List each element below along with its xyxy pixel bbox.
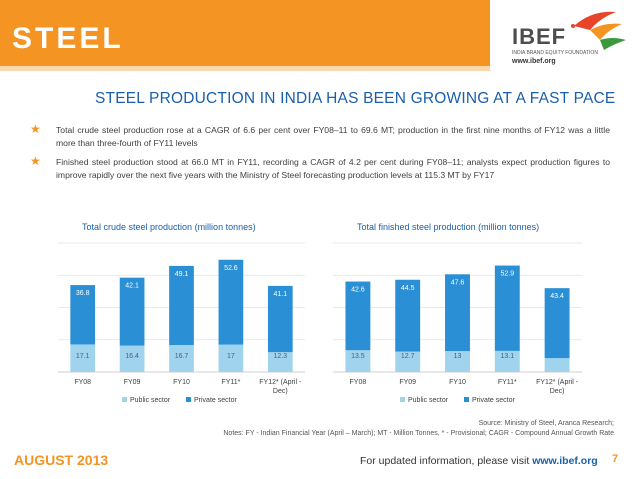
logo-text: IBEF — [512, 24, 567, 49]
x-tick-label: FY12* (April - — [259, 379, 302, 386]
legend-swatch — [122, 397, 127, 402]
x-tick-label: FY12* (April - — [536, 379, 579, 386]
data-label: 52.9 — [500, 271, 514, 278]
bar-private — [119, 277, 145, 346]
data-label: 43.4 — [550, 293, 564, 300]
x-tick-label: FY10 — [173, 379, 190, 386]
data-label: 52.6 — [224, 265, 238, 272]
data-label: 13.1 — [500, 353, 514, 360]
star-bullet-icon: ★ — [30, 154, 41, 168]
definitions-note: Notes: FY - Indian Financial Year (April… — [223, 430, 614, 437]
bar-public — [169, 345, 194, 372]
bar-private — [494, 265, 520, 351]
bar-public — [70, 344, 96, 372]
bar-public — [267, 352, 293, 372]
source-note: Source: Ministry of Steel, Aranca Resear… — [478, 420, 614, 427]
legend-swatch — [186, 397, 191, 402]
bar-private — [267, 285, 293, 353]
data-label: 36.8 — [76, 290, 90, 297]
legend-entry: Private sector — [194, 397, 237, 404]
x-tick-label: FY08 — [74, 379, 91, 386]
footer-date: AUGUST 2013 — [14, 452, 109, 468]
data-label: 42.6 — [351, 287, 365, 294]
x-tick-label: FY11* — [498, 379, 517, 386]
data-label: 16.7 — [175, 353, 189, 360]
bar-public — [494, 350, 520, 372]
bird-logo-icon — [571, 11, 626, 50]
footer-info-text: For updated information, please visit — [360, 455, 530, 467]
bullet-text: Finished steel production stood at 66.0 … — [56, 157, 610, 180]
data-label: 12.3 — [273, 353, 287, 360]
legend-entry: Private sector — [472, 397, 515, 404]
header-shadow — [0, 66, 490, 71]
chart-title-crude: Total crude steel production (million to… — [82, 222, 256, 232]
logo-url: www.ibef.org — [512, 58, 556, 65]
bar-public — [119, 345, 145, 372]
x-tick-label: FY10 — [449, 379, 466, 386]
data-label: 47.6 — [451, 279, 465, 286]
bar-private — [70, 285, 96, 345]
x-tick-label: FY08 — [350, 379, 367, 386]
data-label: 16.4 — [125, 353, 139, 360]
bar-public — [395, 351, 421, 372]
x-tick-label: Dec) — [550, 388, 565, 395]
legend-swatch — [400, 397, 405, 402]
bar-private — [345, 281, 371, 351]
bar-private — [395, 279, 421, 352]
bullet-item: ★ Total crude steel production rose at a… — [30, 122, 610, 149]
x-tick-label: FY09 — [399, 379, 416, 386]
bullet-list: ★ Total crude steel production rose at a… — [30, 122, 610, 188]
bar-public — [445, 351, 470, 372]
chart-title-finished: Total finished steel production (million… — [357, 222, 540, 232]
data-label: 49.1 — [175, 271, 189, 278]
x-tick-label: FY11* — [221, 379, 240, 386]
footer-info: For updated information, please visit ww… — [360, 455, 598, 467]
bar-private — [169, 265, 194, 346]
page-headline: STEEL PRODUCTION IN INDIA HAS BEEN GROWI… — [95, 90, 616, 107]
bar-private — [445, 274, 470, 352]
bullet-item: ★ Finished steel production stood at 66.… — [30, 154, 610, 181]
data-label: 13.5 — [351, 353, 365, 360]
legend-entry: Public sector — [408, 397, 449, 404]
data-label: 42.1 — [125, 283, 139, 290]
bar-private — [544, 288, 570, 359]
header-orange-bar — [0, 0, 490, 66]
logo-subtitle: INDIA BRAND EQUITY FOUNDATION — [512, 50, 598, 56]
data-label: 41.1 — [273, 291, 287, 298]
bullet-text: Total crude steel production rose at a C… — [56, 125, 610, 148]
data-label: 44.5 — [401, 285, 415, 292]
bar-public — [345, 350, 371, 372]
section-title: STEEL — [12, 22, 124, 55]
footer-link[interactable]: www.ibef.org — [532, 455, 598, 467]
legend-entry: Public sector — [130, 397, 171, 404]
page-number: 7 — [612, 453, 619, 465]
star-bullet-icon: ★ — [30, 122, 41, 136]
data-label: 17 — [227, 353, 235, 360]
x-tick-label: FY09 — [124, 379, 141, 386]
ibef-logo[interactable]: IBEF INDIA BRAND EQUITY FOUNDATION www.i… — [504, 8, 632, 70]
bar-public — [218, 344, 244, 372]
data-label: 12.7 — [401, 353, 415, 360]
x-tick-label: Dec) — [273, 388, 288, 395]
data-label: 13 — [454, 353, 462, 360]
bar-private — [218, 259, 244, 345]
bar-public — [544, 358, 570, 372]
legend-swatch — [464, 397, 469, 402]
data-label: 17.1 — [76, 353, 90, 360]
